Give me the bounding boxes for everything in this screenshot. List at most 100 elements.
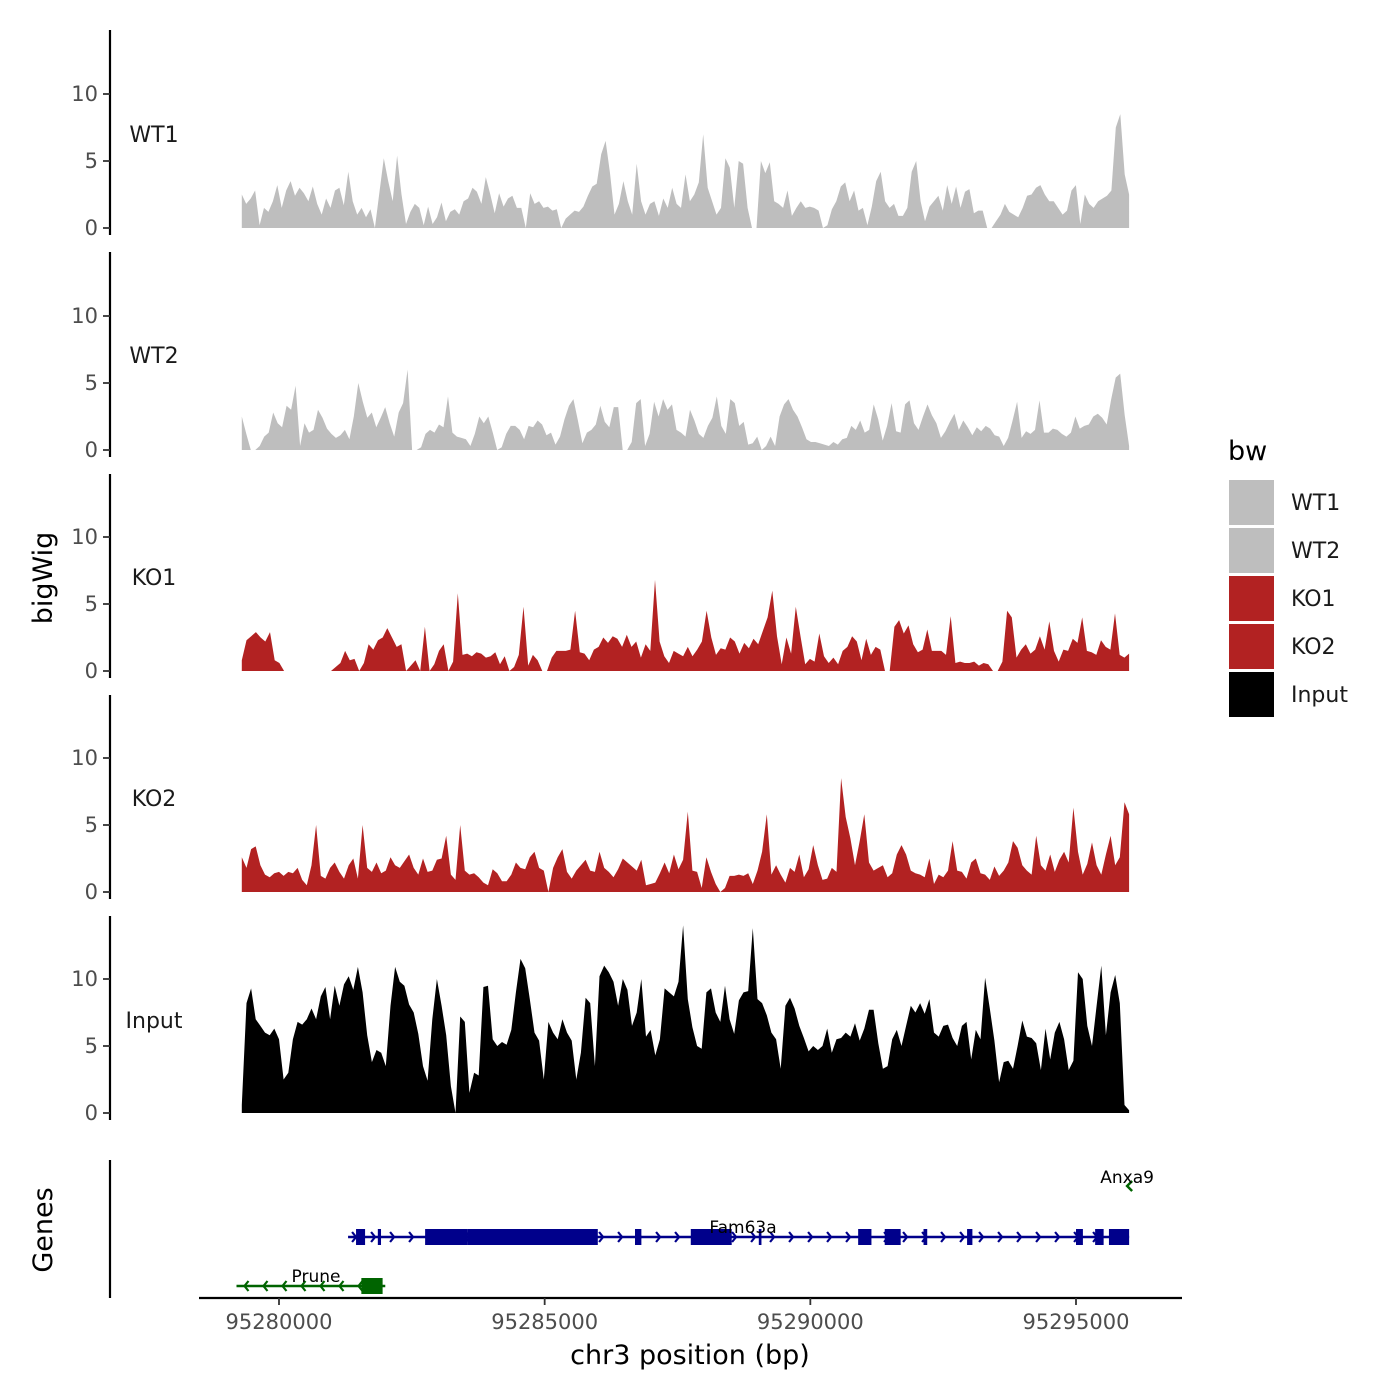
strand-arrow: [262, 1280, 269, 1292]
y-tick-label: 10: [71, 746, 98, 770]
exon: [967, 1229, 973, 1245]
gene-label: Fam63a: [709, 1218, 776, 1238]
strand-arrow: [598, 1231, 605, 1243]
x-axis-title: chr3 position (bp): [570, 1340, 810, 1371]
genes-axis-title: Genes: [28, 1187, 59, 1272]
signal-area: [241, 579, 1130, 671]
signal-area: [241, 925, 1130, 1113]
strand-arrow: [750, 1231, 757, 1243]
strand-arrow: [338, 1280, 345, 1292]
gene-anxa9: Anxa9: [1100, 1168, 1154, 1192]
signal-area: [241, 778, 1130, 892]
exon: [1095, 1229, 1104, 1245]
strand-arrow: [826, 1231, 833, 1243]
genes-panel: Anxa9 Fam63a Prune: [108, 1160, 1154, 1298]
legend-label: KO1: [1291, 587, 1336, 612]
strand-arrow: [674, 1231, 681, 1243]
strand-arrow: [655, 1231, 662, 1243]
exon: [884, 1229, 901, 1245]
strand-arrow: [408, 1231, 415, 1243]
gene-label: Prune: [292, 1267, 341, 1287]
track-input: 0 5 10 Input: [71, 916, 1130, 1125]
legend-swatch-wt1: [1229, 480, 1274, 525]
exon: [858, 1229, 872, 1245]
exon: [467, 1229, 598, 1245]
track-label: WT2: [129, 344, 178, 369]
track-label: WT1: [129, 123, 178, 148]
y-tick-label: 0: [85, 1101, 98, 1125]
legend-label: WT2: [1291, 539, 1340, 564]
exon: [923, 1229, 928, 1245]
track-ko1: 0 5 10 KO1: [71, 474, 1130, 683]
exon: [425, 1229, 468, 1245]
strand-arrow: [978, 1231, 985, 1243]
signal-tracks: 0 5 10 WT1 0 5 10 WT2 0 5 10 KO1 0 5 10 KO2 0 5 10 Input: [71, 30, 1130, 1125]
strand-arrow: [1125, 1180, 1134, 1192]
legend-title: bw: [1228, 436, 1267, 467]
strand-arrow: [997, 1231, 1004, 1243]
exon: [1076, 1229, 1083, 1245]
track-label: KO1: [132, 566, 177, 591]
x-tick-label: 95290000: [757, 1310, 864, 1334]
strand-arrow: [902, 1231, 909, 1243]
y-tick-label: 0: [85, 438, 98, 462]
gene-label: Anxa9: [1100, 1168, 1154, 1188]
x-tick-label: 95295000: [1023, 1310, 1130, 1334]
strand-arrow: [300, 1280, 307, 1292]
y-tick-label: 10: [71, 82, 98, 106]
track-ko2: 0 5 10 KO2: [71, 695, 1130, 904]
strand-arrow: [769, 1231, 776, 1243]
strand-arrow: [370, 1231, 377, 1243]
legend-swatch-wt2: [1229, 528, 1274, 573]
legend-label: WT1: [1291, 491, 1340, 516]
strand-arrow: [807, 1231, 814, 1243]
exon: [758, 1229, 762, 1245]
strand-arrow: [389, 1231, 396, 1243]
x-axis: 95280000 95285000 95290000 95295000: [199, 1296, 1182, 1334]
strand-arrow: [731, 1231, 738, 1243]
y-tick-label: 5: [85, 149, 98, 173]
exon: [634, 1229, 642, 1245]
strand-arrow: [1054, 1231, 1061, 1243]
signal-area: [241, 114, 1130, 228]
track-wt1: 0 5 10 WT1: [71, 30, 1130, 240]
strand-arrow: [319, 1280, 326, 1292]
strand-arrow: [617, 1231, 624, 1243]
y-tick-label: 0: [85, 659, 98, 683]
strand-arrow: [940, 1231, 947, 1243]
y-tick-label: 5: [85, 1034, 98, 1058]
legend-label: KO2: [1291, 635, 1336, 660]
legend: bw WT1 WT2 KO1 KO2 Input: [1228, 436, 1348, 717]
strand-arrow: [788, 1231, 795, 1243]
y-axis-title: bigWig: [28, 532, 59, 625]
y-tick-label: 5: [85, 592, 98, 616]
exon: [690, 1229, 732, 1245]
exon: [1108, 1229, 1130, 1245]
x-tick-label: 95285000: [491, 1310, 598, 1334]
track-wt2: 0 5 10 WT2: [71, 252, 1130, 462]
y-tick-label: 10: [71, 967, 98, 991]
gene-prune: Prune: [236, 1267, 386, 1294]
exon: [356, 1229, 366, 1245]
track-label: KO2: [132, 787, 177, 812]
x-tick-label: 95280000: [226, 1310, 333, 1334]
strand-arrow: [845, 1231, 852, 1243]
strand-arrow: [243, 1280, 250, 1292]
strand-arrow: [1035, 1231, 1042, 1243]
legend-swatch-ko1: [1229, 576, 1274, 621]
legend-label: Input: [1291, 683, 1348, 708]
exon: [377, 1229, 382, 1245]
signal-area: [241, 369, 1130, 450]
y-tick-label: 10: [71, 304, 98, 328]
strand-arrow: [357, 1280, 364, 1292]
track-label: Input: [126, 1009, 183, 1034]
y-tick-label: 0: [85, 216, 98, 240]
y-tick-label: 5: [85, 371, 98, 395]
legend-swatch-input: [1229, 672, 1274, 717]
strand-arrow: [281, 1280, 288, 1292]
exon: [361, 1278, 383, 1294]
strand-arrow: [1016, 1231, 1023, 1243]
legend-swatch-ko2: [1229, 624, 1274, 669]
strand-arrow: [959, 1231, 966, 1243]
